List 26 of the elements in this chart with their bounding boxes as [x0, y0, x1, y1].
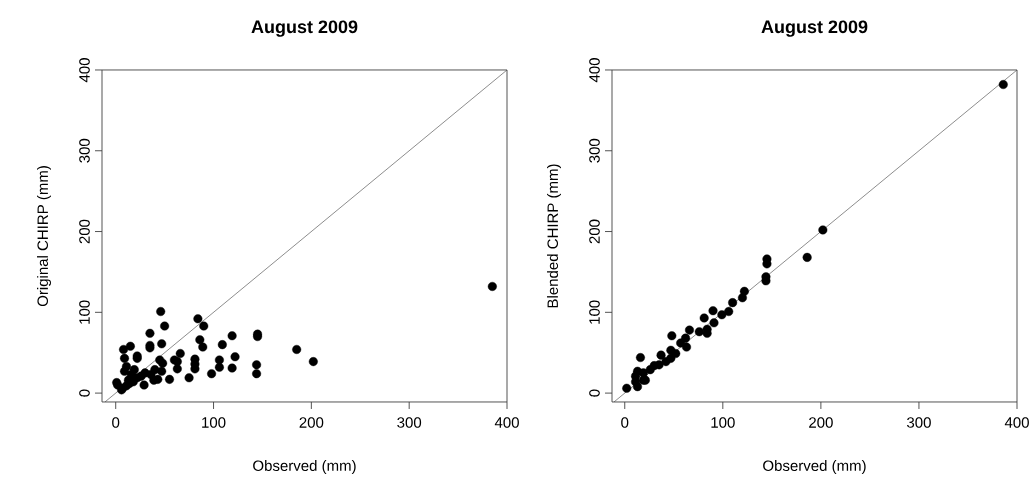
x-axis-title: Observed (mm) — [253, 460, 356, 474]
y-tick-label: 100 — [79, 300, 90, 324]
chart-title: August 2009 — [761, 20, 868, 37]
y-tick-label: 300 — [589, 138, 600, 163]
x-tick-label: 300 — [907, 417, 931, 428]
chart-title: August 2009 — [251, 20, 358, 37]
y-tick-label: 200 — [589, 219, 600, 244]
x-tick-label: 400 — [1004, 417, 1029, 428]
x-axis-title: Observed (mm) — [763, 460, 866, 474]
y-axis-title: Original CHIRP (mm) — [37, 166, 51, 307]
y-tick-label: 0 — [79, 389, 90, 397]
x-tick-label: 100 — [202, 417, 226, 428]
x-tick-label: 300 — [397, 417, 422, 428]
x-tick-label: 400 — [494, 417, 519, 428]
x-tick-label: 0 — [621, 417, 629, 428]
x-tick-label: 200 — [299, 417, 324, 428]
y-tick-label: 200 — [79, 219, 90, 244]
y-tick-label: 0 — [589, 389, 600, 397]
y-tick-label: 400 — [589, 58, 600, 83]
y-axis-title: Blended CHIRP (mm) — [547, 164, 561, 308]
y-tick-label: 400 — [79, 58, 90, 83]
x-tick-label: 0 — [112, 417, 120, 428]
x-tick-label: 200 — [809, 417, 833, 428]
x-tick-label: 100 — [711, 417, 735, 428]
y-tick-label: 300 — [79, 138, 90, 163]
y-tick-label: 100 — [589, 300, 600, 324]
